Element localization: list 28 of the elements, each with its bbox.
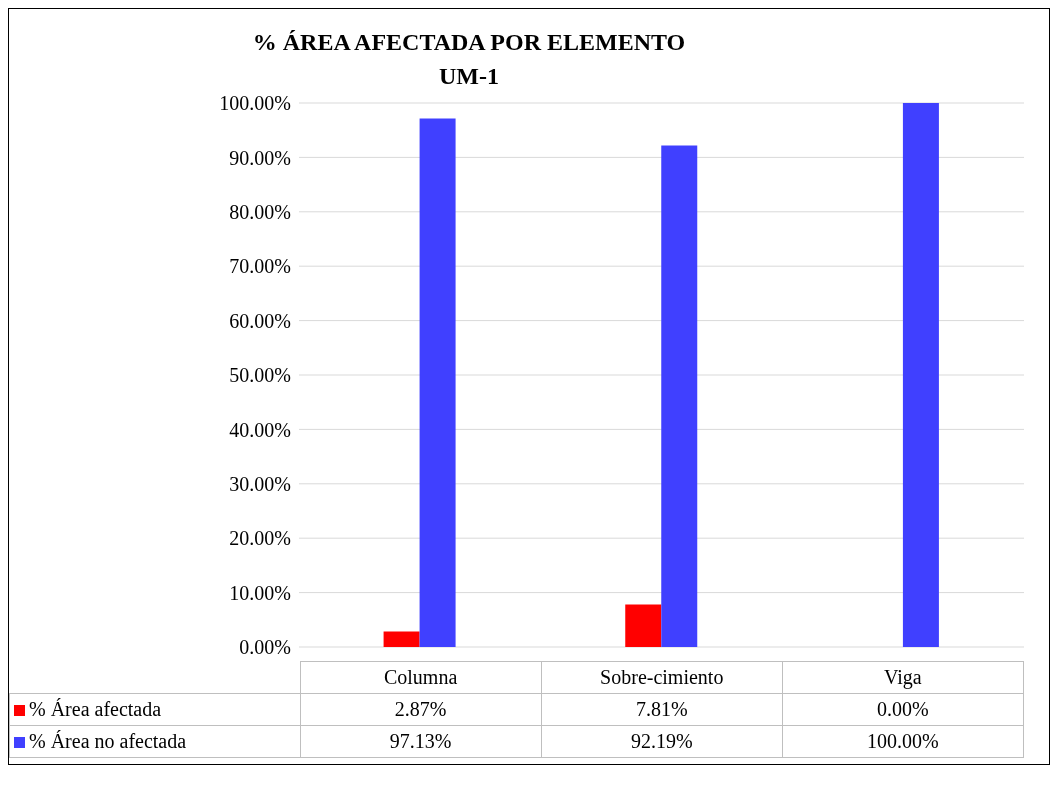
legend-label: % Área no afectada — [9, 725, 301, 758]
y-tick-label: 90.00% — [229, 146, 291, 169]
y-tick-label: 60.00% — [229, 309, 291, 332]
data-label: 7.81% — [541, 693, 783, 726]
chart-title: % ÁREA AFECTADA POR ELEMENTO UM-1 — [251, 28, 687, 91]
data-label: 0.00% — [782, 693, 1024, 726]
y-tick-label: 70.00% — [229, 255, 291, 278]
bar — [383, 631, 420, 647]
bar — [661, 145, 698, 647]
y-tick-label: 100.00% — [219, 92, 291, 115]
data-label: 100.00% — [782, 725, 1024, 758]
y-tick-label: 80.00% — [229, 200, 291, 223]
y-tick-label: 20.00% — [229, 527, 291, 550]
data-label: 92.19% — [541, 725, 783, 758]
y-tick-label: 40.00% — [229, 418, 291, 441]
y-tick-label: 0.00% — [239, 636, 291, 659]
data-label: 97.13% — [300, 725, 542, 758]
y-tick-label: 50.00% — [229, 364, 291, 387]
x-tick-label: Sobre-cimiento — [541, 661, 783, 694]
x-tick-label: Viga — [782, 661, 1024, 694]
bar — [419, 118, 456, 647]
bar — [902, 103, 939, 647]
y-tick-label: 30.00% — [229, 472, 291, 495]
bar — [625, 604, 662, 647]
data-label: 2.87% — [300, 693, 542, 726]
legend-label: % Área afectada — [9, 693, 301, 726]
y-tick-label: 10.00% — [229, 581, 291, 604]
x-tick-label: Columna — [300, 661, 542, 694]
